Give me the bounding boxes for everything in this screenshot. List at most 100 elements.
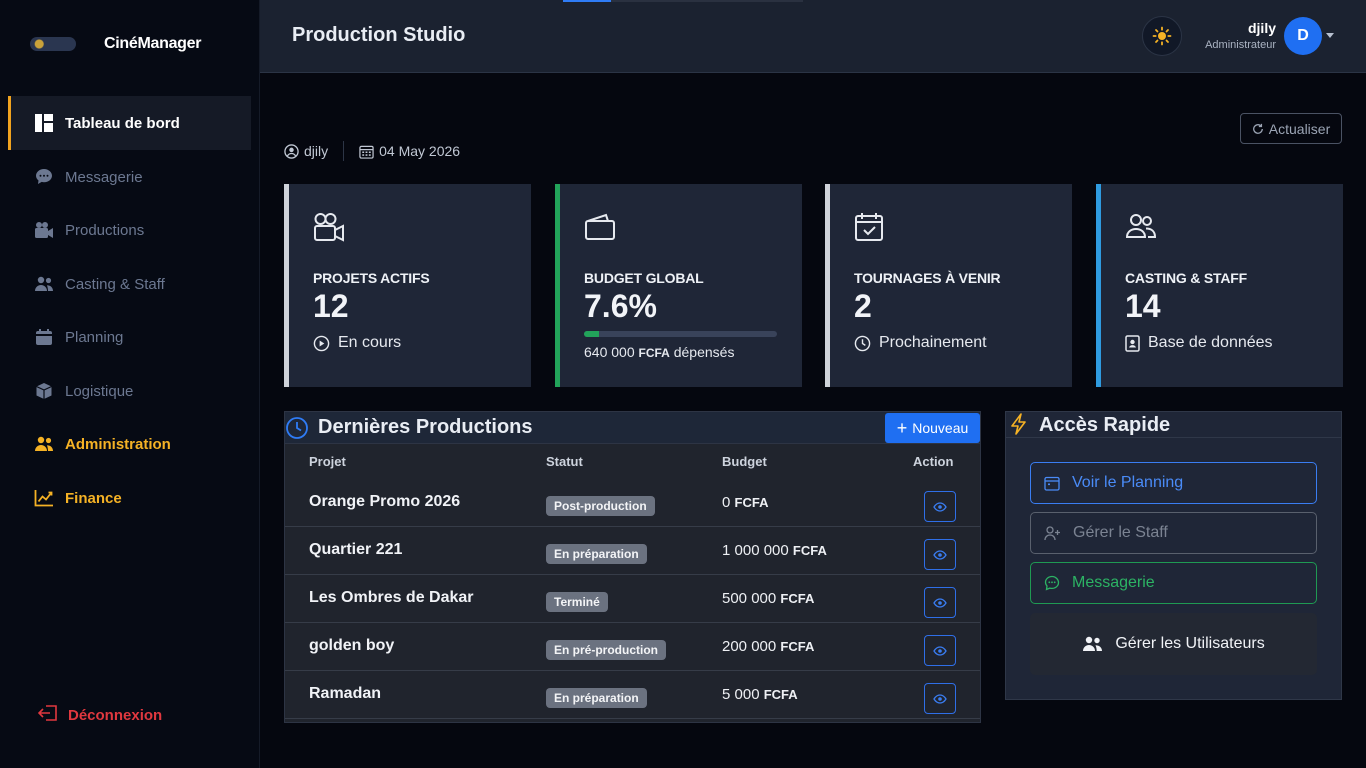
table-row: Orange Promo 2026 Post-production 0 FCFA	[285, 479, 980, 527]
stat-card-budget: BUDGET GLOBAL 7.6% 640 000 FCFA dépensés	[555, 184, 802, 387]
column-header-status: Statut	[546, 454, 583, 469]
stat-value: 2	[854, 288, 872, 324]
view-button[interactable]	[924, 491, 956, 522]
eye-icon	[933, 693, 947, 704]
project-budget: 500 000 FCFA	[722, 590, 814, 607]
user-plus-icon	[1044, 525, 1061, 541]
panel-title: Dernières Productions	[318, 416, 533, 438]
project-name: Quartier 221	[309, 541, 403, 558]
logout-label: Déconnexion	[68, 706, 163, 724]
button-label: Gérer les Utilisateurs	[1115, 635, 1265, 652]
theme-toggle-button[interactable]	[1142, 16, 1182, 56]
budget-progress-bar	[584, 331, 777, 337]
people-icon	[1125, 212, 1157, 245]
page-title: Production Studio	[292, 24, 466, 46]
stat-value: 14	[1125, 288, 1161, 324]
table-row: golden boy En pré-production 200 000 FCF…	[285, 623, 980, 671]
eye-icon	[933, 597, 947, 608]
view-button[interactable]	[924, 635, 956, 666]
refresh-label: Actualiser	[1268, 120, 1331, 137]
header-accent-track	[611, 0, 803, 2]
stat-card-casting: CASTING & STAFF 14 Base de données	[1096, 184, 1343, 387]
button-label: Messagerie	[1072, 574, 1155, 591]
eye-icon	[933, 501, 947, 512]
camera-reels-icon	[313, 212, 345, 247]
stat-label: BUDGET GLOBAL	[584, 270, 704, 286]
manage-staff-button[interactable]: Gérer le Staff	[1030, 512, 1317, 554]
sidebar-item-productions[interactable]: Productions	[8, 203, 251, 257]
sidebar-item-logistique[interactable]: Logistique	[8, 364, 251, 418]
view-button[interactable]	[924, 587, 956, 618]
sidebar-item-label: Administration	[65, 435, 171, 453]
table-row: Les Ombres de Dakar Terminé 500 000 FCFA	[285, 575, 980, 623]
view-button[interactable]	[924, 683, 956, 714]
clock-icon	[285, 416, 309, 445]
budget-amount: 1 000 000	[722, 542, 789, 559]
panel-header: Accès Rapide	[1006, 412, 1341, 438]
logout-button[interactable]: Déconnexion	[37, 705, 163, 725]
project-name: Les Ombres de Dakar	[309, 589, 474, 606]
budget-progress-fill	[584, 331, 599, 337]
eye-icon	[933, 645, 947, 656]
messaging-button[interactable]: Messagerie	[1030, 562, 1317, 604]
view-planning-button[interactable]: Voir le Planning	[1030, 462, 1317, 504]
meta-divider	[343, 141, 345, 161]
stat-subtitle: En cours	[313, 334, 401, 352]
budget-amount: 200 000	[722, 638, 777, 655]
project-name: golden boy	[309, 637, 395, 654]
view-button[interactable]	[924, 539, 956, 570]
top-header: Production Studio djily Administrateur D	[260, 0, 1366, 73]
refresh-button[interactable]: Actualiser	[1240, 113, 1342, 144]
brand[interactable]: CinéManager	[30, 30, 201, 58]
stat-card-shootings: TOURNAGES À VENIR 2 Prochainement	[825, 184, 1072, 387]
user-info[interactable]: djily Administrateur	[1205, 20, 1276, 51]
status-badge: En pré-production	[546, 640, 666, 660]
sidebar-item-planning[interactable]: Planning	[8, 310, 251, 364]
sidebar-item-administration[interactable]: Administration	[8, 417, 251, 471]
quick-access-panel: Accès Rapide Voir le Planning Gérer le S…	[1005, 411, 1342, 700]
avatar[interactable]: D	[1284, 17, 1322, 55]
budget-amount: 0	[722, 494, 731, 511]
sidebar-item-finance[interactable]: Finance	[8, 471, 251, 525]
panel-title: Accès Rapide	[1039, 414, 1171, 436]
budget-amount: 500 000	[722, 590, 777, 607]
stat-subtitle-text: Prochainement	[879, 334, 987, 351]
manage-users-button[interactable]: Gérer les Utilisateurs	[1030, 613, 1317, 675]
brand-name: CinéManager	[104, 35, 202, 52]
project-budget: 200 000 FCFA	[722, 638, 814, 655]
plus-icon: +	[896, 418, 908, 438]
new-production-button[interactable]: + Nouveau	[885, 413, 980, 443]
users-gear-icon	[34, 434, 54, 454]
eye-icon	[933, 549, 947, 560]
button-label: Voir le Planning	[1072, 474, 1184, 491]
logout-icon	[37, 705, 58, 725]
calendar-icon	[34, 327, 54, 347]
sidebar-item-casting[interactable]: Casting & Staff	[8, 257, 251, 311]
stat-subtitle: Prochainement	[854, 334, 987, 352]
user-name: djily	[1247, 20, 1276, 36]
play-circle-icon	[313, 335, 330, 352]
sidebar-item-dashboard[interactable]: Tableau de bord	[8, 96, 251, 150]
stat-subtitle: Base de données	[1125, 334, 1273, 352]
table-row: Ramadan En préparation 5 000 FCFA	[285, 671, 980, 719]
chart-line-icon	[34, 488, 54, 508]
sidebar-item-label: Planning	[65, 328, 124, 346]
chevron-down-icon[interactable]	[1326, 33, 1334, 38]
column-header-budget: Budget	[722, 454, 767, 469]
calendar-grid-icon	[359, 144, 374, 159]
stat-label: TOURNAGES À VENIR	[854, 270, 1001, 286]
box-icon	[34, 381, 54, 401]
sidebar-item-label: Messagerie	[65, 168, 143, 186]
sidebar-item-label: Logistique	[65, 382, 134, 400]
stat-subtitle-text: En cours	[338, 334, 402, 351]
project-budget: 1 000 000 FCFA	[722, 542, 827, 559]
user-role: Administrateur	[1205, 39, 1276, 51]
sidebar-item-messagerie[interactable]: Messagerie	[8, 150, 251, 204]
stat-label: PROJETS ACTIFS	[313, 270, 430, 286]
project-budget: 0 FCFA	[722, 494, 768, 511]
chat-icon	[1044, 575, 1060, 591]
sidebar-item-label: Finance	[65, 489, 122, 507]
spent-currency: FCFA	[638, 346, 670, 360]
stat-value: 12	[313, 288, 349, 324]
latest-productions-panel: Dernières Productions + Nouveau Projet S…	[284, 411, 981, 723]
